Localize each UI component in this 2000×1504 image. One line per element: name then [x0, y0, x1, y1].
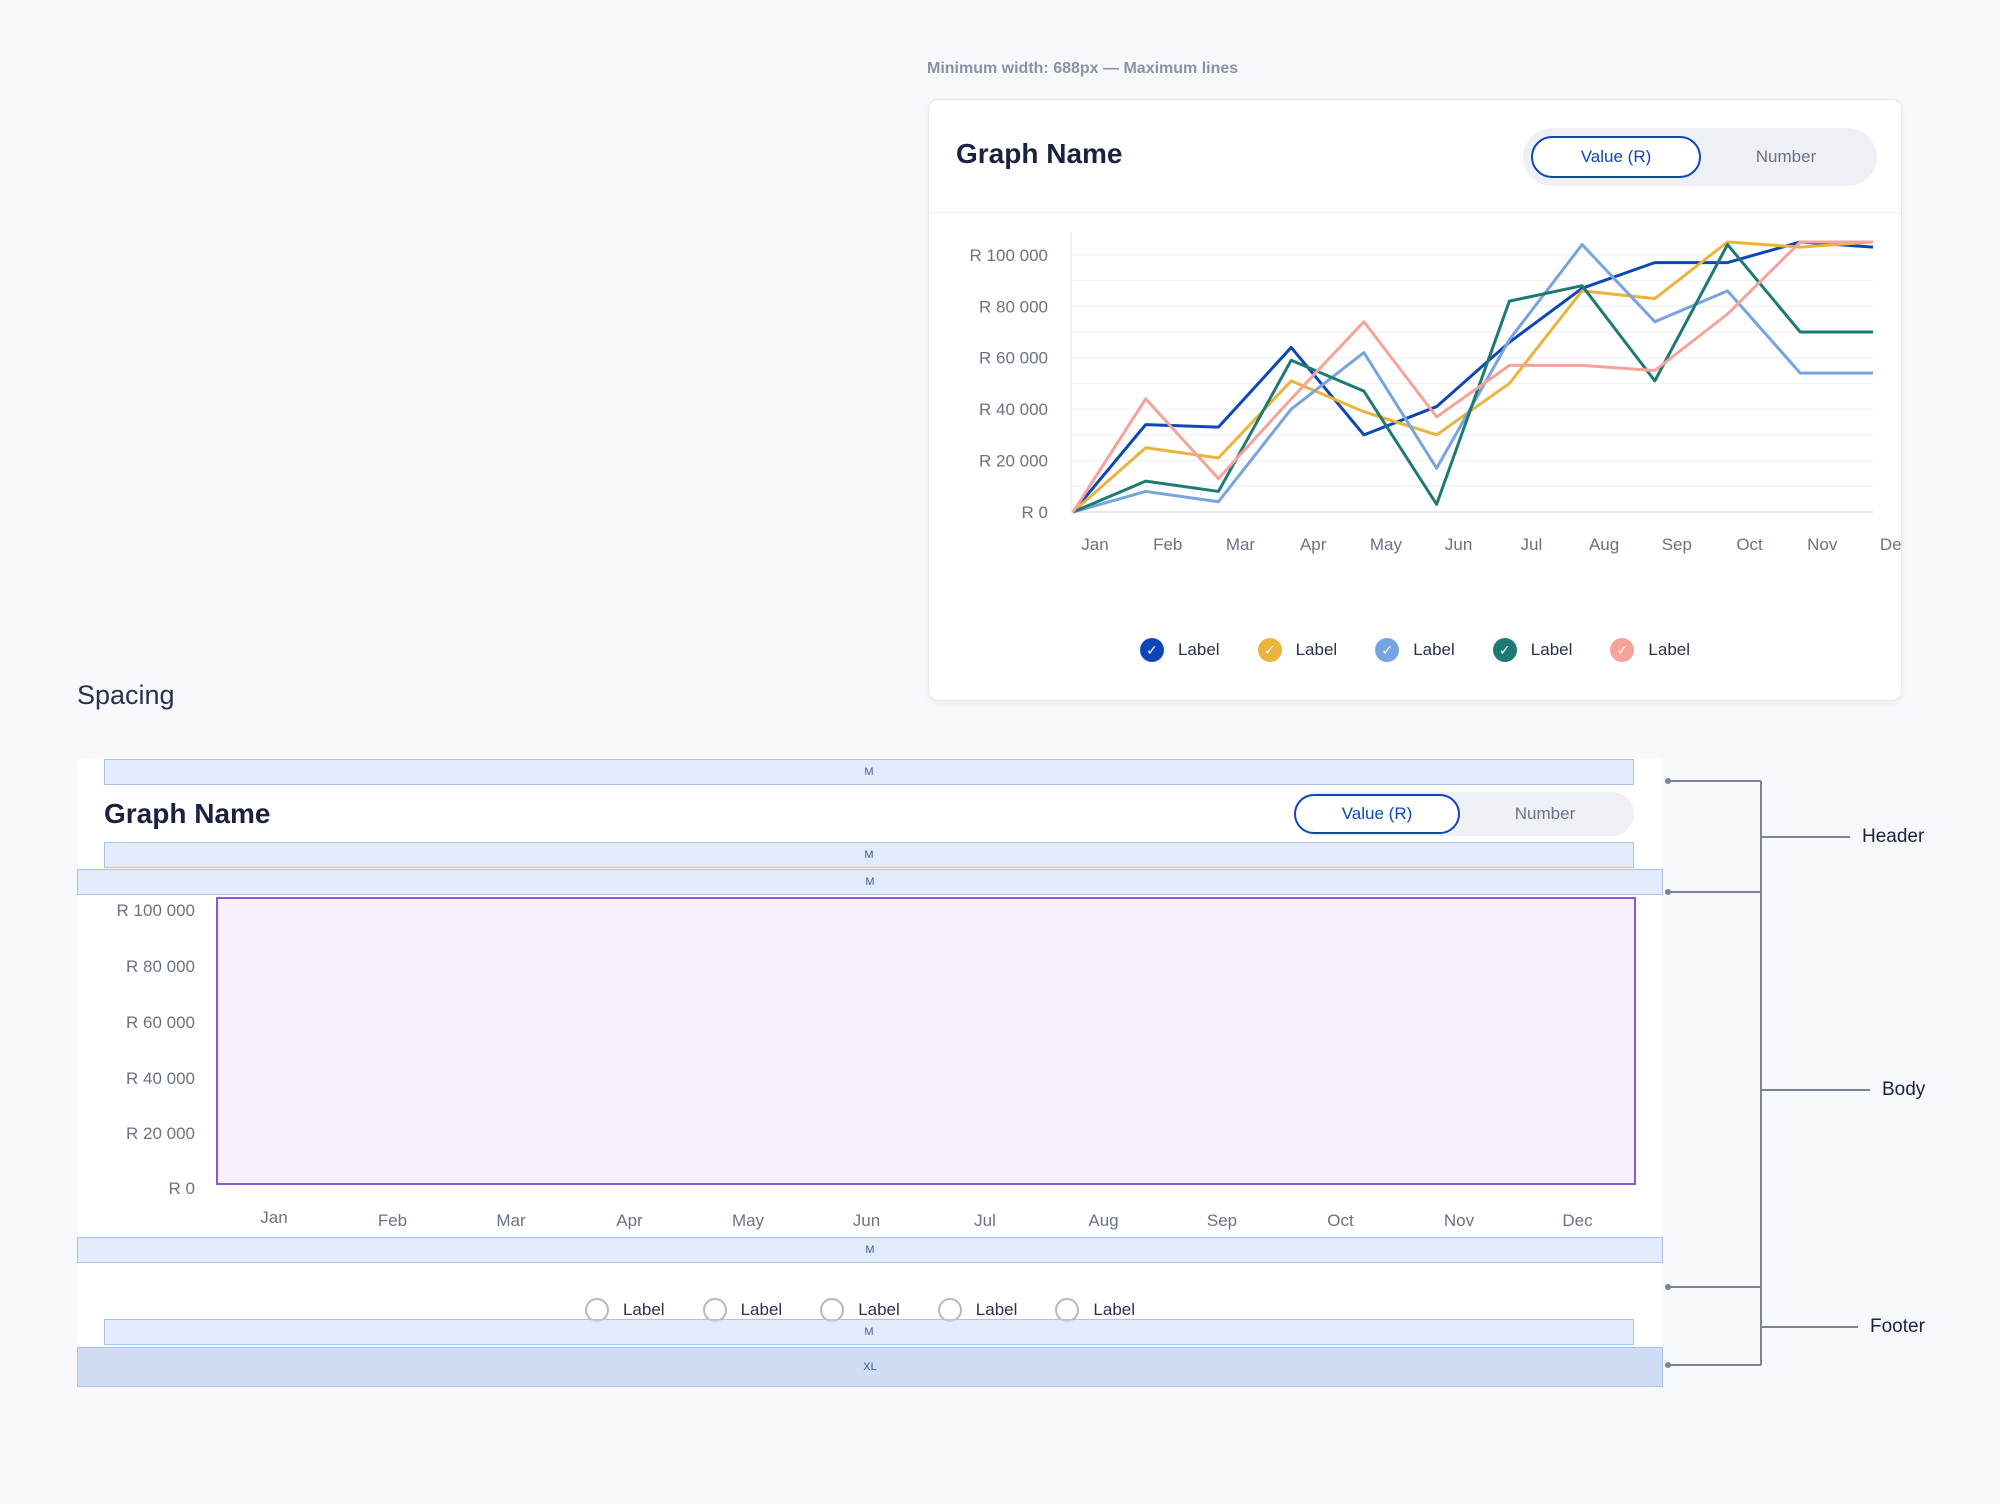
x-tick-label: Jun	[1445, 535, 1472, 554]
spacing-x-tick-label: Feb	[377, 1211, 408, 1230]
spacing-x-tick-label: Jan	[260, 1208, 288, 1227]
legend-item[interactable]: ✓ Label	[1610, 638, 1690, 662]
chart-legend: ✓ Label ✓ Label ✓ Label ✓ Label ✓ Label	[929, 630, 1901, 670]
spacing-band-outer: XL	[77, 1347, 1663, 1387]
check-icon: ✓	[1257, 638, 1282, 662]
graph-title: Graph Name	[956, 138, 1123, 169]
legend-item[interactable]: ✓ Label	[1139, 638, 1220, 662]
spacing-graph-title: Graph Name	[104, 798, 271, 829]
y-tick-label: R 0	[1022, 503, 1048, 522]
spacing-card: M Graph Name Value (R) Number M M R 100 …	[77, 758, 1663, 1387]
spacing-legend-label: Label	[740, 1300, 783, 1319]
body-section-label: Body	[1882, 1079, 1926, 1100]
spacing-y-tick-label: R 100 000	[116, 901, 195, 920]
spacing-toggle-value-option[interactable]: Value (R)	[1294, 794, 1460, 834]
spacing-band-body-top: M	[77, 869, 1663, 895]
spacing-legend-label: Label	[622, 1300, 665, 1319]
check-icon: ✓	[1492, 638, 1517, 662]
spacing-size-label: XL	[863, 1361, 877, 1373]
y-tick-label: R 80 000	[979, 297, 1048, 316]
series-line-5	[1071, 240, 1873, 513]
spacing-x-tick-label: Apr	[616, 1211, 643, 1230]
toggle-number-option[interactable]: Number	[1755, 147, 1817, 166]
plot-area-placeholder	[216, 897, 1636, 1185]
spacing-x-tick-label: Nov	[1443, 1211, 1475, 1230]
header-section-label: Header	[1862, 826, 1925, 847]
spacing-band-top: M	[104, 759, 1634, 785]
spacing-y-tick-label: R 80 000	[126, 957, 195, 976]
x-tick-label: Jan	[1081, 535, 1108, 554]
spacing-y-tick-label: R 0	[168, 1179, 195, 1198]
legend-item[interactable]: ✓ Label	[1492, 638, 1573, 662]
series-line-1	[1071, 240, 1874, 513]
check-icon: ✓	[1610, 638, 1635, 662]
x-tick-label: Oct	[1736, 535, 1763, 554]
spacing-x-tick-label: Aug	[1088, 1211, 1119, 1230]
spacing-legend-label: Label	[1093, 1300, 1136, 1319]
spacing-size-label: M	[864, 1326, 874, 1338]
legend-label: Label	[1413, 640, 1455, 659]
spacing-value-number-toggle[interactable]: Value (R) Number	[1294, 792, 1634, 836]
check-icon: ✓	[1139, 638, 1164, 662]
y-tick-label: R 40 000	[979, 400, 1048, 419]
legend-label: Label	[1295, 640, 1338, 659]
check-icon: ✓	[1375, 638, 1400, 662]
x-tick-label: Aug	[1589, 535, 1619, 554]
spacing-band-footer-bottom: M	[104, 1319, 1634, 1345]
y-tick-label: R 100 000	[970, 246, 1048, 265]
value-number-toggle[interactable]: Value (R) Number	[1523, 128, 1877, 186]
min-width-note: Minimum width: 688px — Maximum lines	[927, 60, 1239, 77]
spacing-x-tick-label: Sep	[1206, 1211, 1238, 1230]
card-header: Graph Name Value (R) Number	[929, 100, 1901, 213]
spacing-size-label: M	[864, 849, 874, 861]
spacing-legend: Label Label Label Label Label	[77, 1288, 1663, 1332]
spacing-y-tick-label: R 40 000	[126, 1069, 195, 1088]
y-tick-label: R 60 000	[979, 349, 1048, 368]
x-tick-label: May	[1370, 535, 1403, 554]
spacing-legend-label: Label	[858, 1300, 900, 1319]
x-tick-label: Mar	[1226, 535, 1256, 554]
spacing-size-label: M	[864, 766, 874, 778]
spacing-y-tick-label: R 20 000	[126, 1124, 195, 1143]
x-tick-label: Nov	[1807, 535, 1838, 554]
spacing-y-tick-label: R 60 000	[126, 1013, 195, 1032]
spacing-band-header-bottom: M	[104, 842, 1634, 868]
series-line-3	[1072, 243, 1873, 514]
x-tick-label: Apr	[1300, 535, 1327, 554]
legend-label: Label	[1530, 640, 1573, 659]
spacing-x-tick-label: Dec	[1562, 1211, 1593, 1230]
line-chart: R 0 R 20 000 R 40 000 R 60 000 R 80 000 R 100…	[970, 232, 1901, 554]
legend-label: Label	[1648, 640, 1691, 659]
x-tick-label: Feb	[1153, 535, 1182, 554]
spacing-x-tick-label: Mar	[496, 1211, 526, 1230]
series-line-4	[1072, 243, 1873, 514]
legend-item[interactable]: ✓ Label	[1257, 638, 1338, 662]
x-tick-label: Dec	[1880, 535, 1901, 554]
legend-label: Label	[1177, 640, 1220, 659]
series-line-2	[1072, 240, 1874, 514]
x-tick-label: Jul	[1520, 535, 1542, 554]
spacing-x-tick-label: May	[731, 1211, 765, 1230]
spacing-legend-label: Label	[975, 1300, 1018, 1319]
spacing-x-tick-label: Oct	[1327, 1211, 1354, 1230]
spacing-heading: Spacing	[77, 680, 175, 710]
spacing-size-label: M	[865, 876, 875, 888]
section-brackets	[1665, 778, 1870, 1368]
toggle-value-option[interactable]: Value (R)	[1531, 136, 1701, 178]
spacing-x-tick-label: Jul	[974, 1211, 996, 1230]
spacing-x-tick-label: Jun	[852, 1211, 881, 1230]
spacing-size-label: M	[865, 1244, 875, 1256]
spacing-toggle-number-option[interactable]: Number	[1514, 804, 1576, 823]
legend-item[interactable]: ✓ Label	[1375, 638, 1455, 662]
y-tick-label: R 20 000	[979, 452, 1048, 471]
spacing-band-body-bottom: M	[77, 1237, 1663, 1263]
footer-section-label: Footer	[1870, 1316, 1925, 1337]
x-tick-label: Sep	[1662, 535, 1692, 554]
